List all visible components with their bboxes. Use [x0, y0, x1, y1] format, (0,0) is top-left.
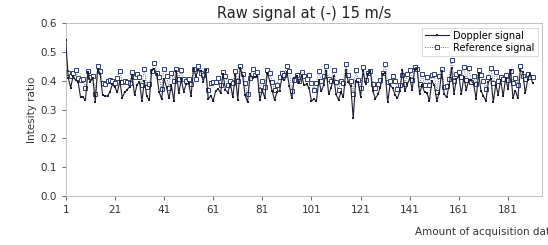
Reference signal [382, 63, 389, 66]
Doppler signal [529, 82, 536, 85]
Doppler signal [62, 39, 69, 42]
Line: Reference signal: Reference signal [64, 58, 535, 97]
Reference signal [244, 93, 251, 96]
Reference signal [529, 76, 536, 79]
Line: Doppler signal: Doppler signal [65, 39, 534, 119]
Doppler signal [382, 71, 389, 74]
X-axis label: Amount of acquisition data: Amount of acquisition data [414, 227, 548, 237]
Y-axis label: Intesity ratio: Intesity ratio [27, 76, 37, 143]
Doppler signal [399, 68, 406, 71]
Doppler signal [350, 117, 357, 120]
Reference signal [399, 73, 406, 76]
Title: Raw signal at (-) 15 m/s: Raw signal at (-) 15 m/s [217, 6, 391, 21]
Reference signal [321, 75, 327, 78]
Reference signal [389, 75, 396, 78]
Doppler signal [156, 90, 162, 93]
Reference signal [448, 59, 455, 61]
Reference signal [62, 71, 69, 73]
Doppler signal [389, 86, 396, 89]
Doppler signal [318, 90, 324, 93]
Reference signal [414, 68, 420, 71]
Reference signal [156, 76, 162, 79]
Doppler signal [414, 68, 420, 71]
Legend: Doppler signal, Reference signal: Doppler signal, Reference signal [422, 28, 538, 56]
